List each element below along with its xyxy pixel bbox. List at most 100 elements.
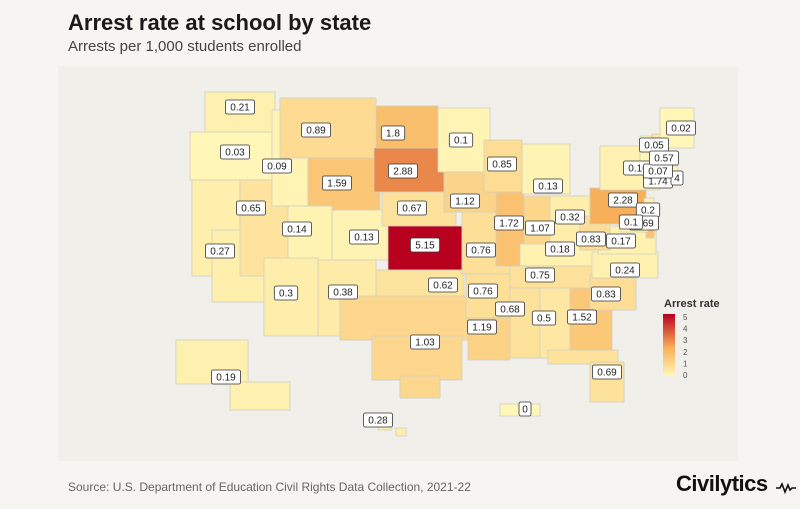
value-label-tx: 1.03: [409, 334, 440, 350]
value-label-ut: 0.14: [281, 221, 312, 237]
value-label-ms: 0.68: [494, 301, 525, 317]
value-label-text: 0.83: [581, 235, 601, 246]
value-label-va: 0.17: [606, 233, 637, 249]
value-label-co: 0.13: [348, 229, 379, 245]
legend-tick-label: 5: [683, 313, 688, 322]
value-label-text: 0.85: [492, 160, 512, 171]
value-label-mn: 0.1: [448, 132, 474, 148]
value-label-ia: 1.12: [449, 193, 480, 209]
value-label-box: [608, 192, 639, 208]
value-label-box: [224, 99, 255, 115]
value-label-box: [533, 178, 564, 194]
value-label-hi: 0.28: [362, 412, 393, 428]
value-label-box: [567, 309, 598, 325]
value-label-wi: 0.85: [486, 156, 517, 172]
value-label-text: 0.65: [241, 204, 261, 215]
legend-tick-label: 0: [683, 371, 688, 380]
value-label-vt: 0.05: [639, 137, 670, 153]
value-label-text: 0.05: [644, 141, 664, 152]
value-label-box: [219, 144, 250, 160]
legend-tick-label: 4: [683, 325, 688, 334]
value-label-ak: 0.19: [210, 369, 241, 385]
value-labels: 0.210.030.270.650.090.891.590.140.30.130…: [204, 99, 697, 428]
value-label-text: 0.19: [216, 373, 236, 384]
value-label-nd: 1.8: [380, 125, 406, 141]
brand-wave-icon: [776, 482, 796, 494]
value-label-id: 0.09: [261, 158, 292, 174]
value-label-box: [525, 220, 556, 236]
value-label-text: 1.07: [530, 224, 550, 235]
value-label-text: 0.03: [225, 148, 245, 159]
value-label-text: 0.13: [538, 182, 558, 193]
value-label-text: 0.27: [210, 247, 230, 258]
state-shapes: [175, 91, 695, 437]
value-label-ks: 5.15: [409, 237, 440, 253]
value-label-ma: 0.07: [643, 163, 674, 179]
value-label-nc: 0.24: [610, 262, 641, 278]
legend-tick-label: 3: [683, 336, 688, 345]
chart-subtitle: Arrests per 1,000 students enrolled: [68, 38, 302, 55]
value-label-box: [261, 158, 292, 174]
value-label-text: 0.89: [306, 126, 326, 137]
value-label-text: 0.07: [648, 167, 668, 178]
value-label-box: [649, 150, 680, 166]
value-label-text: 0.09: [267, 162, 287, 173]
value-label-ne: 0.67: [396, 200, 427, 216]
value-label-box: [321, 175, 352, 191]
value-label-box: [449, 193, 480, 209]
value-label-box: [666, 120, 697, 136]
value-label-text: 0.17: [611, 237, 631, 248]
value-label-nm: 0.38: [327, 284, 358, 300]
value-label-text: 5.15: [415, 241, 435, 252]
value-label-box: [610, 262, 641, 278]
value-label-la: 1.19: [466, 319, 497, 335]
value-label-mi: 0.13: [533, 178, 564, 194]
value-label-text: 0.28: [368, 416, 388, 427]
value-label-mo: 0.76: [465, 242, 496, 258]
value-label-oh: 0.32: [555, 209, 586, 225]
value-label-text: 0.21: [230, 103, 250, 114]
value-label-box: [409, 334, 440, 350]
value-label-text: 1.12: [455, 197, 475, 208]
value-label-pr: 0: [518, 401, 532, 417]
value-label-text: 0.3: [279, 289, 293, 300]
value-label-me: 0.02: [666, 120, 697, 136]
value-label-text: 1.03: [415, 338, 435, 349]
value-label-il: 1.72: [493, 215, 524, 231]
value-label-text: 2.28: [613, 196, 633, 207]
value-label-wy: 1.59: [321, 175, 352, 191]
color-legend: Arrest rate 5 4 3 2 1 0: [663, 298, 720, 380]
value-label-box: [327, 284, 358, 300]
state-shape-hi: [395, 427, 407, 437]
value-label-ky: 0.18: [545, 241, 576, 257]
state-shape-fl: [547, 349, 619, 365]
legend-tick-label: 1: [683, 359, 688, 368]
value-label-box: [210, 369, 241, 385]
value-label-text: 0.38: [333, 288, 353, 299]
value-label-box: [592, 364, 623, 380]
value-label-nv: 0.65: [235, 200, 266, 216]
value-label-text: 1.59: [327, 179, 347, 190]
value-label-nh: 0.57: [649, 150, 680, 166]
value-label-box: [387, 163, 418, 179]
value-label-box: [518, 401, 532, 417]
value-label-box: [531, 310, 557, 326]
value-label-fl: 0.69: [592, 364, 623, 380]
value-label-text: 0.68: [500, 305, 520, 316]
value-label-sc: 0.83: [591, 286, 622, 302]
value-label-box: [494, 301, 525, 317]
value-label-box: [591, 286, 622, 302]
value-label-ca: 0.27: [204, 243, 235, 259]
value-label-box: [448, 132, 474, 148]
source-note: Source: U.S. Department of Education Civ…: [68, 480, 471, 494]
value-label-box: [618, 214, 644, 230]
value-label-sd: 2.88: [387, 163, 418, 179]
value-label-mt: 0.89: [300, 122, 331, 138]
value-label-text: 0.13: [354, 233, 374, 244]
value-label-box: [281, 221, 312, 237]
value-label-text: 0.18: [550, 245, 570, 256]
value-label-al: 0.5: [531, 310, 557, 326]
value-label-box: [380, 125, 406, 141]
value-label-text: 0.5: [537, 314, 551, 325]
value-label-text: 1.74: [648, 177, 668, 188]
